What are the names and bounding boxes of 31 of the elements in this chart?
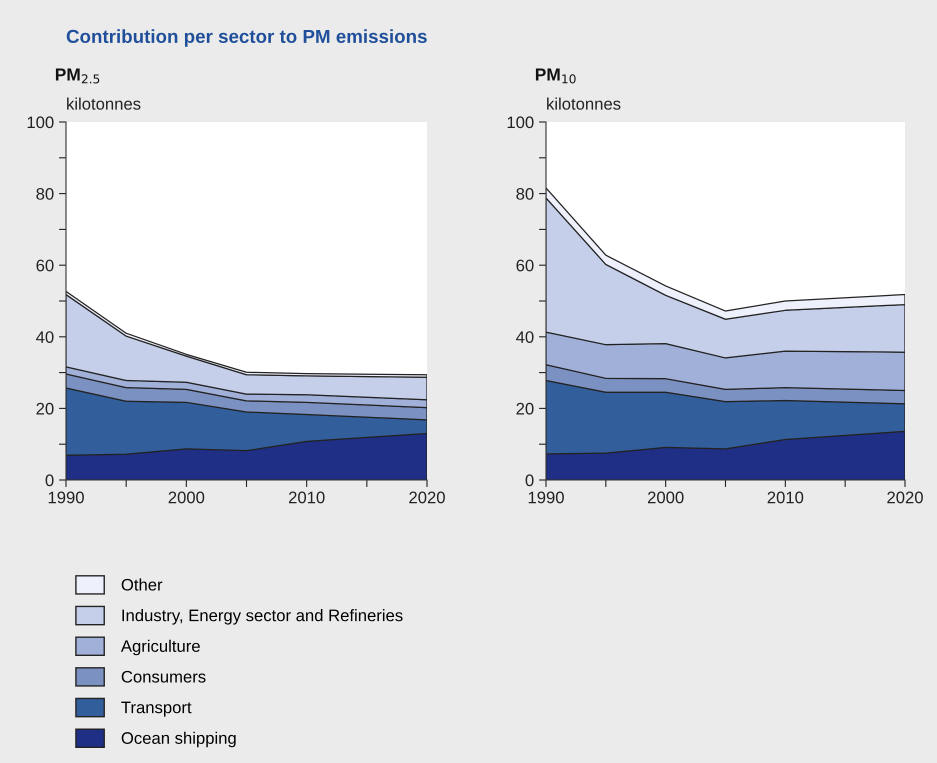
legend-label: Consumers <box>122 670 206 683</box>
chart-subtitle: PM$_{2.5}$ <box>56 68 100 84</box>
x-tick-label: 2000 <box>168 492 204 504</box>
y-tick-label: 60 <box>516 260 534 272</box>
legend-label: Other <box>122 578 162 591</box>
x-tick-label: 2000 <box>648 492 684 504</box>
chart-subtitle: PM$_{10}$ <box>536 68 576 84</box>
x-tick-label: 1990 <box>528 492 564 504</box>
x-tick-label: 2020 <box>887 492 923 504</box>
x-tick-label: 1990 <box>48 492 84 504</box>
legend-label: Ocean shipping <box>122 732 236 748</box>
y-tick-label: 80 <box>516 188 534 200</box>
y-tick-label: 100 <box>508 116 534 128</box>
legend-label: Agriculture <box>120 640 200 656</box>
y-tick-label: 40 <box>36 331 54 344</box>
x-tick-label: 2010 <box>768 492 804 504</box>
y-tick-label: 100 <box>28 116 54 128</box>
y-tick-label: 0 <box>526 474 534 486</box>
legend-label: Industry, Energy sector and Refineries <box>122 609 403 625</box>
y-axis-title: kilotonnes <box>67 98 140 110</box>
y-tick-label: 20 <box>516 402 534 415</box>
y-tick-label: 80 <box>36 188 54 200</box>
y-axis-title: kilotonnes <box>547 98 620 110</box>
y-tick-label: 60 <box>36 260 54 272</box>
legend-label: Transport <box>121 702 192 717</box>
x-tick-label: 2020 <box>409 492 445 504</box>
x-tick-label: 2010 <box>288 492 325 504</box>
y-tick-label: 40 <box>516 331 534 344</box>
chart-title: Contribution per sector to PM emissions <box>66 29 427 47</box>
y-tick-label: 0 <box>46 474 54 486</box>
y-tick-label: 20 <box>36 402 54 415</box>
